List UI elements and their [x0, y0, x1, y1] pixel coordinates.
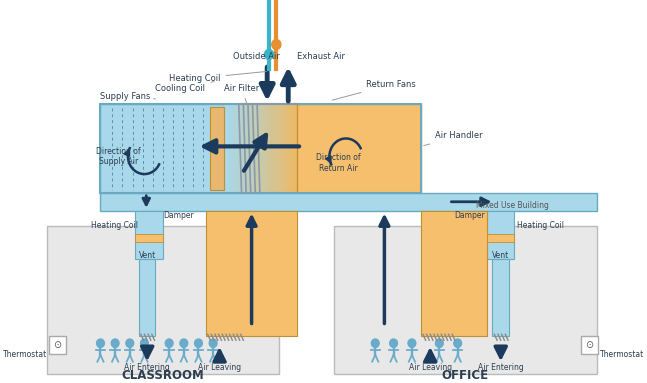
Bar — [47, 226, 279, 374]
Circle shape — [209, 339, 217, 347]
Text: ⊙: ⊙ — [586, 340, 594, 350]
Bar — [100, 104, 421, 193]
Text: Direction of
Supply Air: Direction of Supply Air — [96, 147, 141, 166]
Text: CLASSROOM: CLASSROOM — [122, 369, 204, 382]
Text: Direction of
Return Air: Direction of Return Air — [316, 154, 361, 173]
Bar — [44, 203, 604, 379]
Text: Air Leaving: Air Leaving — [409, 363, 452, 372]
Bar — [252, 104, 256, 193]
Circle shape — [454, 339, 461, 347]
Text: Air Entering: Air Entering — [478, 363, 523, 372]
Bar — [421, 211, 487, 336]
Bar — [492, 259, 509, 336]
Bar — [243, 104, 247, 193]
Circle shape — [272, 39, 281, 49]
Text: Cooling Coil: Cooling Coil — [155, 82, 214, 93]
Bar — [135, 211, 163, 259]
Bar — [49, 336, 65, 354]
Bar — [100, 104, 224, 193]
Text: Return Fans: Return Fans — [332, 80, 416, 100]
Circle shape — [435, 339, 443, 347]
Text: Heating Coil: Heating Coil — [517, 221, 564, 230]
Bar — [135, 234, 163, 242]
Bar — [283, 104, 288, 193]
Circle shape — [140, 339, 148, 347]
Bar — [288, 104, 293, 193]
Text: Thermostat: Thermostat — [600, 350, 644, 358]
Text: Exhaust Air: Exhaust Air — [298, 52, 345, 61]
Bar — [582, 336, 598, 354]
Text: OFFICE: OFFICE — [441, 369, 488, 382]
Text: Supply Fans: Supply Fans — [100, 92, 155, 101]
Circle shape — [195, 339, 203, 347]
Text: Air Filter: Air Filter — [224, 84, 259, 104]
Bar — [487, 211, 514, 259]
Bar — [224, 104, 228, 193]
Text: ⊙: ⊙ — [53, 340, 61, 350]
Text: Vent: Vent — [138, 251, 156, 260]
Bar — [298, 104, 421, 193]
Bar — [265, 104, 270, 193]
Text: Outside Air: Outside Air — [233, 52, 280, 61]
Bar — [487, 234, 514, 242]
Text: Heating Coil: Heating Coil — [169, 72, 266, 83]
Text: Damper: Damper — [163, 211, 193, 220]
Circle shape — [180, 339, 188, 347]
Bar — [293, 104, 298, 193]
Text: Air Handler: Air Handler — [424, 131, 483, 146]
Circle shape — [389, 339, 397, 347]
Circle shape — [408, 339, 416, 347]
Circle shape — [96, 339, 104, 347]
Bar — [279, 104, 283, 193]
Circle shape — [111, 339, 119, 347]
Bar — [334, 226, 597, 374]
Text: Air Leaving: Air Leaving — [198, 363, 241, 372]
Circle shape — [126, 339, 134, 347]
Text: Air Entering: Air Entering — [124, 363, 170, 372]
Bar — [274, 104, 279, 193]
Bar — [100, 193, 597, 211]
Bar — [210, 107, 224, 190]
Text: Thermostat: Thermostat — [3, 350, 47, 358]
Bar — [270, 104, 274, 193]
Bar — [206, 211, 298, 336]
Text: Vent: Vent — [492, 251, 509, 260]
Bar — [256, 104, 261, 193]
Circle shape — [371, 339, 379, 347]
Bar — [261, 104, 265, 193]
Text: Damper: Damper — [454, 211, 485, 220]
Bar — [234, 104, 238, 193]
Bar — [247, 104, 252, 193]
Bar — [228, 104, 234, 193]
Text: Heating Coil: Heating Coil — [91, 221, 138, 230]
Bar — [238, 104, 243, 193]
Circle shape — [265, 49, 274, 59]
Bar — [139, 259, 155, 336]
Circle shape — [165, 339, 173, 347]
Text: Mixed Use Building: Mixed Use Building — [476, 201, 549, 210]
